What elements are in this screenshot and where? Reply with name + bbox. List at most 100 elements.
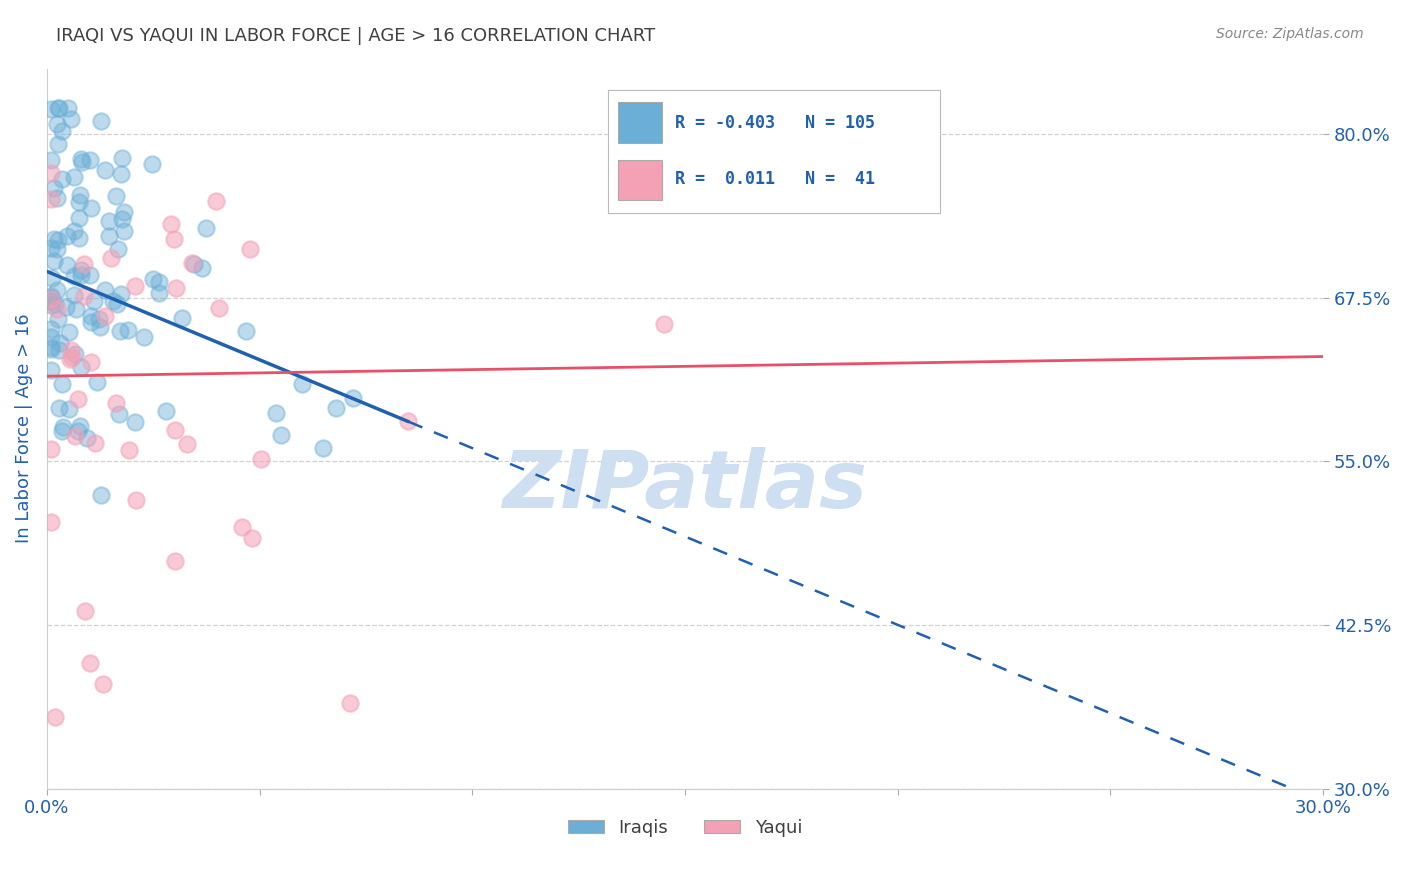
Point: [142, 272, 165, 286]
Point: [65, 302, 87, 317]
Point: [80, 315, 103, 329]
Point: [51, 424, 73, 438]
Point: [69, 418, 91, 433]
Point: [41, 193, 63, 207]
Point: [652, 317, 675, 331]
Point: [239, 242, 262, 256]
Point: [91, 677, 114, 691]
Point: [83, 436, 105, 450]
Point: [45, 302, 67, 317]
Point: [42, 253, 65, 268]
Point: [49, 335, 72, 350]
Point: [39, 515, 62, 529]
Point: [58, 402, 80, 417]
Point: [48, 101, 70, 115]
Point: [183, 257, 205, 271]
Point: [66, 424, 89, 438]
Point: [48, 343, 70, 357]
Point: [94, 283, 117, 297]
Point: [46, 311, 69, 326]
Point: [70, 359, 93, 374]
Point: [90, 113, 112, 128]
Text: Source: ZipAtlas.com: Source: ZipAtlas.com: [1216, 27, 1364, 41]
Point: [124, 415, 146, 429]
Point: [56, 228, 79, 243]
Point: [270, 428, 292, 442]
Point: [134, 330, 156, 344]
Point: [110, 212, 132, 227]
Point: [46, 191, 69, 205]
Point: [195, 220, 218, 235]
Point: [51, 172, 73, 186]
Point: [58, 325, 80, 339]
Point: [100, 251, 122, 265]
Point: [69, 268, 91, 282]
Point: [325, 401, 347, 416]
Point: [55, 300, 77, 314]
Point: [79, 309, 101, 323]
Point: [45, 283, 67, 297]
Point: [103, 294, 125, 309]
Point: [83, 294, 105, 309]
Point: [65, 347, 87, 361]
Point: [342, 391, 364, 405]
Point: [52, 420, 75, 434]
Point: [58, 101, 80, 115]
Point: [125, 493, 148, 508]
Point: [312, 441, 335, 455]
Point: [231, 520, 253, 534]
Text: IRAQI VS YAQUI IN LABOR FORCE | AGE > 16 CORRELATION CHART: IRAQI VS YAQUI IN LABOR FORCE | AGE > 16…: [56, 27, 655, 45]
Point: [46, 242, 69, 256]
Text: ZIPatlas: ZIPatlas: [502, 447, 868, 525]
Point: [110, 324, 132, 338]
Point: [291, 377, 314, 392]
Point: [39, 293, 62, 307]
Point: [105, 396, 128, 410]
Point: [207, 301, 229, 315]
Point: [79, 268, 101, 282]
Point: [155, 404, 177, 418]
Point: [80, 355, 103, 369]
Point: [90, 488, 112, 502]
Point: [191, 261, 214, 276]
Point: [163, 232, 186, 246]
Point: [105, 297, 128, 311]
Point: [104, 189, 127, 203]
Point: [339, 697, 361, 711]
Point: [76, 432, 98, 446]
Y-axis label: In Labor Force | Age > 16: In Labor Force | Age > 16: [15, 314, 32, 543]
Point: [39, 343, 62, 357]
Point: [59, 343, 82, 358]
Point: [204, 194, 226, 209]
Point: [87, 312, 110, 326]
Point: [42, 181, 65, 195]
Point: [141, 157, 163, 171]
Point: [39, 363, 62, 377]
Point: [48, 401, 70, 416]
Point: [62, 288, 84, 302]
Point: [73, 288, 96, 302]
Point: [51, 124, 73, 138]
Point: [118, 443, 141, 458]
Point: [67, 211, 90, 225]
Point: [72, 154, 94, 169]
Point: [39, 289, 62, 303]
Point: [60, 351, 83, 365]
Point: [46, 101, 69, 115]
Point: [63, 225, 86, 239]
Point: [176, 436, 198, 450]
Point: [80, 201, 103, 215]
Point: [69, 188, 91, 202]
Point: [148, 275, 170, 289]
Point: [108, 407, 131, 421]
Point: [98, 213, 121, 227]
Point: [44, 297, 66, 311]
Point: [44, 709, 66, 723]
Point: [51, 377, 73, 392]
Point: [62, 268, 84, 283]
Point: [65, 429, 87, 443]
Point: [46, 136, 69, 151]
Point: [72, 257, 94, 271]
Point: [165, 423, 187, 437]
Point: [79, 656, 101, 670]
